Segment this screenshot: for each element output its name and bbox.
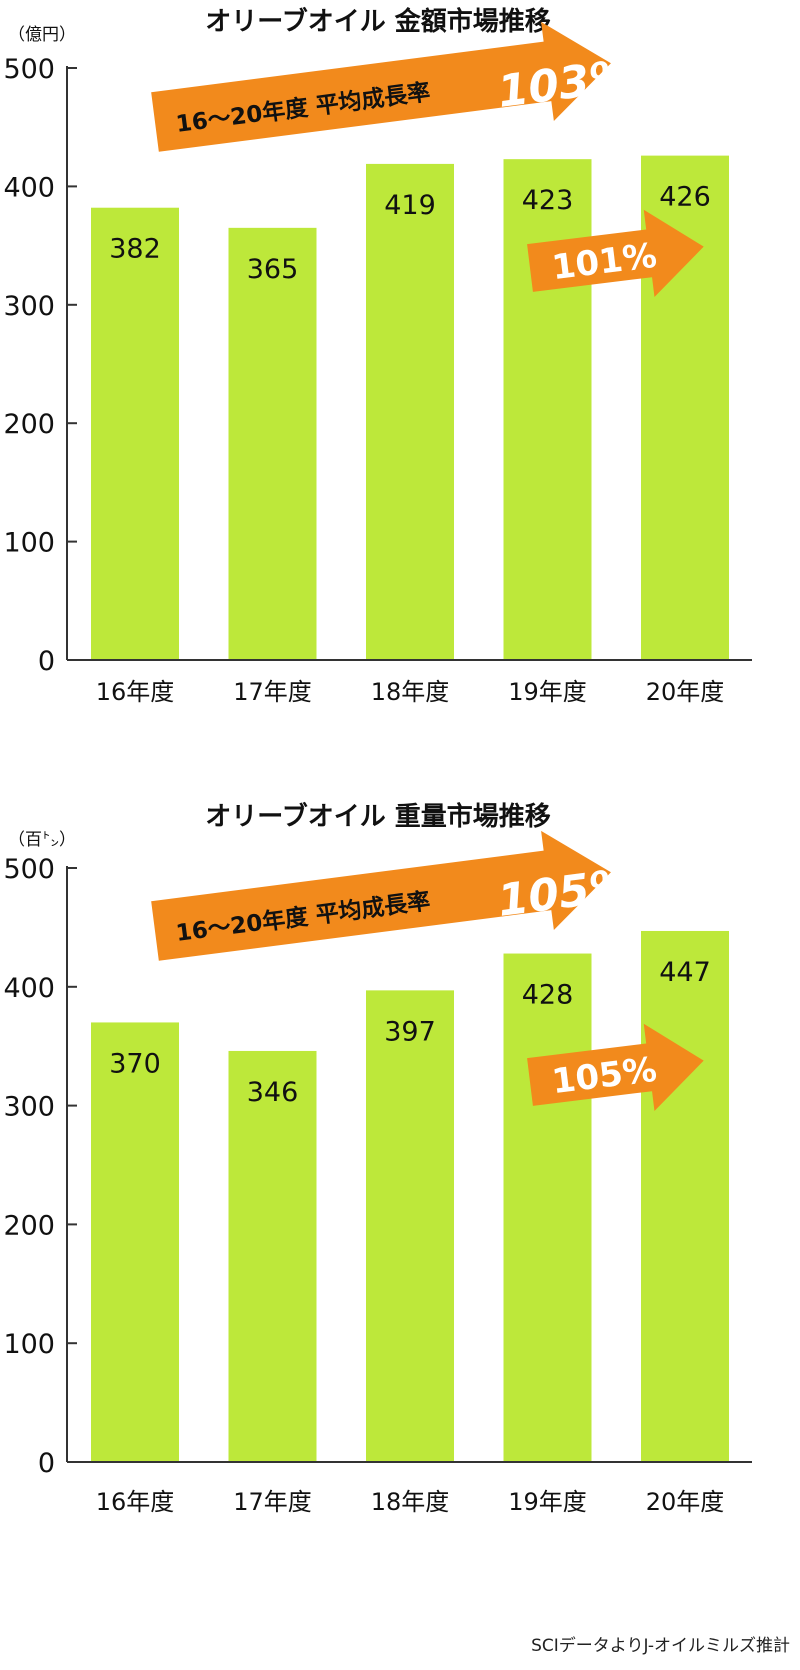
bar-17年度	[228, 227, 317, 660]
source-note: SCIデータよりJ-オイルミルズ推計	[531, 1636, 790, 1656]
bar-value-label: 365	[247, 254, 299, 285]
bar-18年度	[366, 163, 454, 661]
bar-value-label: 423	[522, 185, 574, 216]
bar-16年度	[91, 207, 179, 660]
chart-1: オリーブオイル 金額市場推移 （億円） 382 16年度 365 17年度 419 18年度 4…	[3, 6, 752, 706]
y-tick-label: 500	[3, 54, 55, 85]
x-tick-label: 20年度	[646, 1488, 725, 1516]
x-tick-label: 18年度	[371, 1488, 450, 1516]
y-tick-label: 400	[3, 973, 55, 1004]
bar-18年度	[366, 990, 454, 1462]
y-tick-label: 300	[3, 291, 55, 322]
bar-value-label: 382	[109, 234, 161, 265]
growth-arrow-small-shape	[527, 209, 704, 298]
x-tick-label: 17年度	[233, 1488, 312, 1516]
bar-value-label: 426	[659, 182, 711, 213]
bar-value-label: 397	[384, 1016, 436, 1047]
y-tick-label: 100	[3, 1329, 55, 1360]
y-axis-unit-label: （億円）	[8, 25, 76, 45]
y-tick-label: 200	[3, 1210, 55, 1241]
y-tick-label: 0	[38, 1448, 55, 1479]
bar-16年度	[91, 1022, 179, 1462]
x-tick-label: 19年度	[508, 678, 587, 706]
growth-arrow-small-shape	[527, 1023, 704, 1112]
bar-20年度	[641, 930, 729, 1462]
bar-value-label: 428	[522, 980, 574, 1011]
bar-value-label: 370	[109, 1048, 161, 1079]
growth-arrow-large	[151, 830, 611, 961]
bar-19年度	[503, 159, 592, 660]
y-tick-label: 500	[3, 854, 55, 885]
bar-17年度	[228, 1050, 317, 1462]
bar-value-label: 447	[659, 957, 711, 988]
y-tick-label: 200	[3, 409, 55, 440]
y-tick-label: 300	[3, 1092, 55, 1123]
x-tick-label: 16年度	[96, 1488, 175, 1516]
bar-19年度	[503, 953, 592, 1462]
chart-2: オリーブオイル 重量市場推移 （百㌧） 370 16年度 346 17年度 397 18年度 4…	[3, 801, 752, 1516]
bar-value-label: 346	[247, 1077, 299, 1108]
y-tick-label: 0	[38, 646, 55, 677]
growth-arrow-small: 101%	[527, 209, 704, 298]
x-tick-label: 18年度	[371, 678, 450, 706]
x-tick-label: 17年度	[233, 678, 312, 706]
y-tick-label: 100	[3, 528, 55, 559]
bar-value-label: 419	[384, 190, 436, 221]
chart-title: オリーブオイル 重量市場推移	[205, 801, 551, 832]
y-axis-unit-label: （百㌧）	[8, 830, 76, 850]
growth-arrow-large	[151, 21, 611, 152]
x-tick-label: 19年度	[508, 1488, 587, 1516]
chart-title: オリーブオイル 金額市場推移	[205, 6, 551, 37]
y-tick-label: 400	[3, 172, 55, 203]
x-tick-label: 16年度	[96, 678, 175, 706]
growth-arrow-small: 105%	[527, 1023, 704, 1112]
x-tick-label: 20年度	[646, 678, 725, 706]
